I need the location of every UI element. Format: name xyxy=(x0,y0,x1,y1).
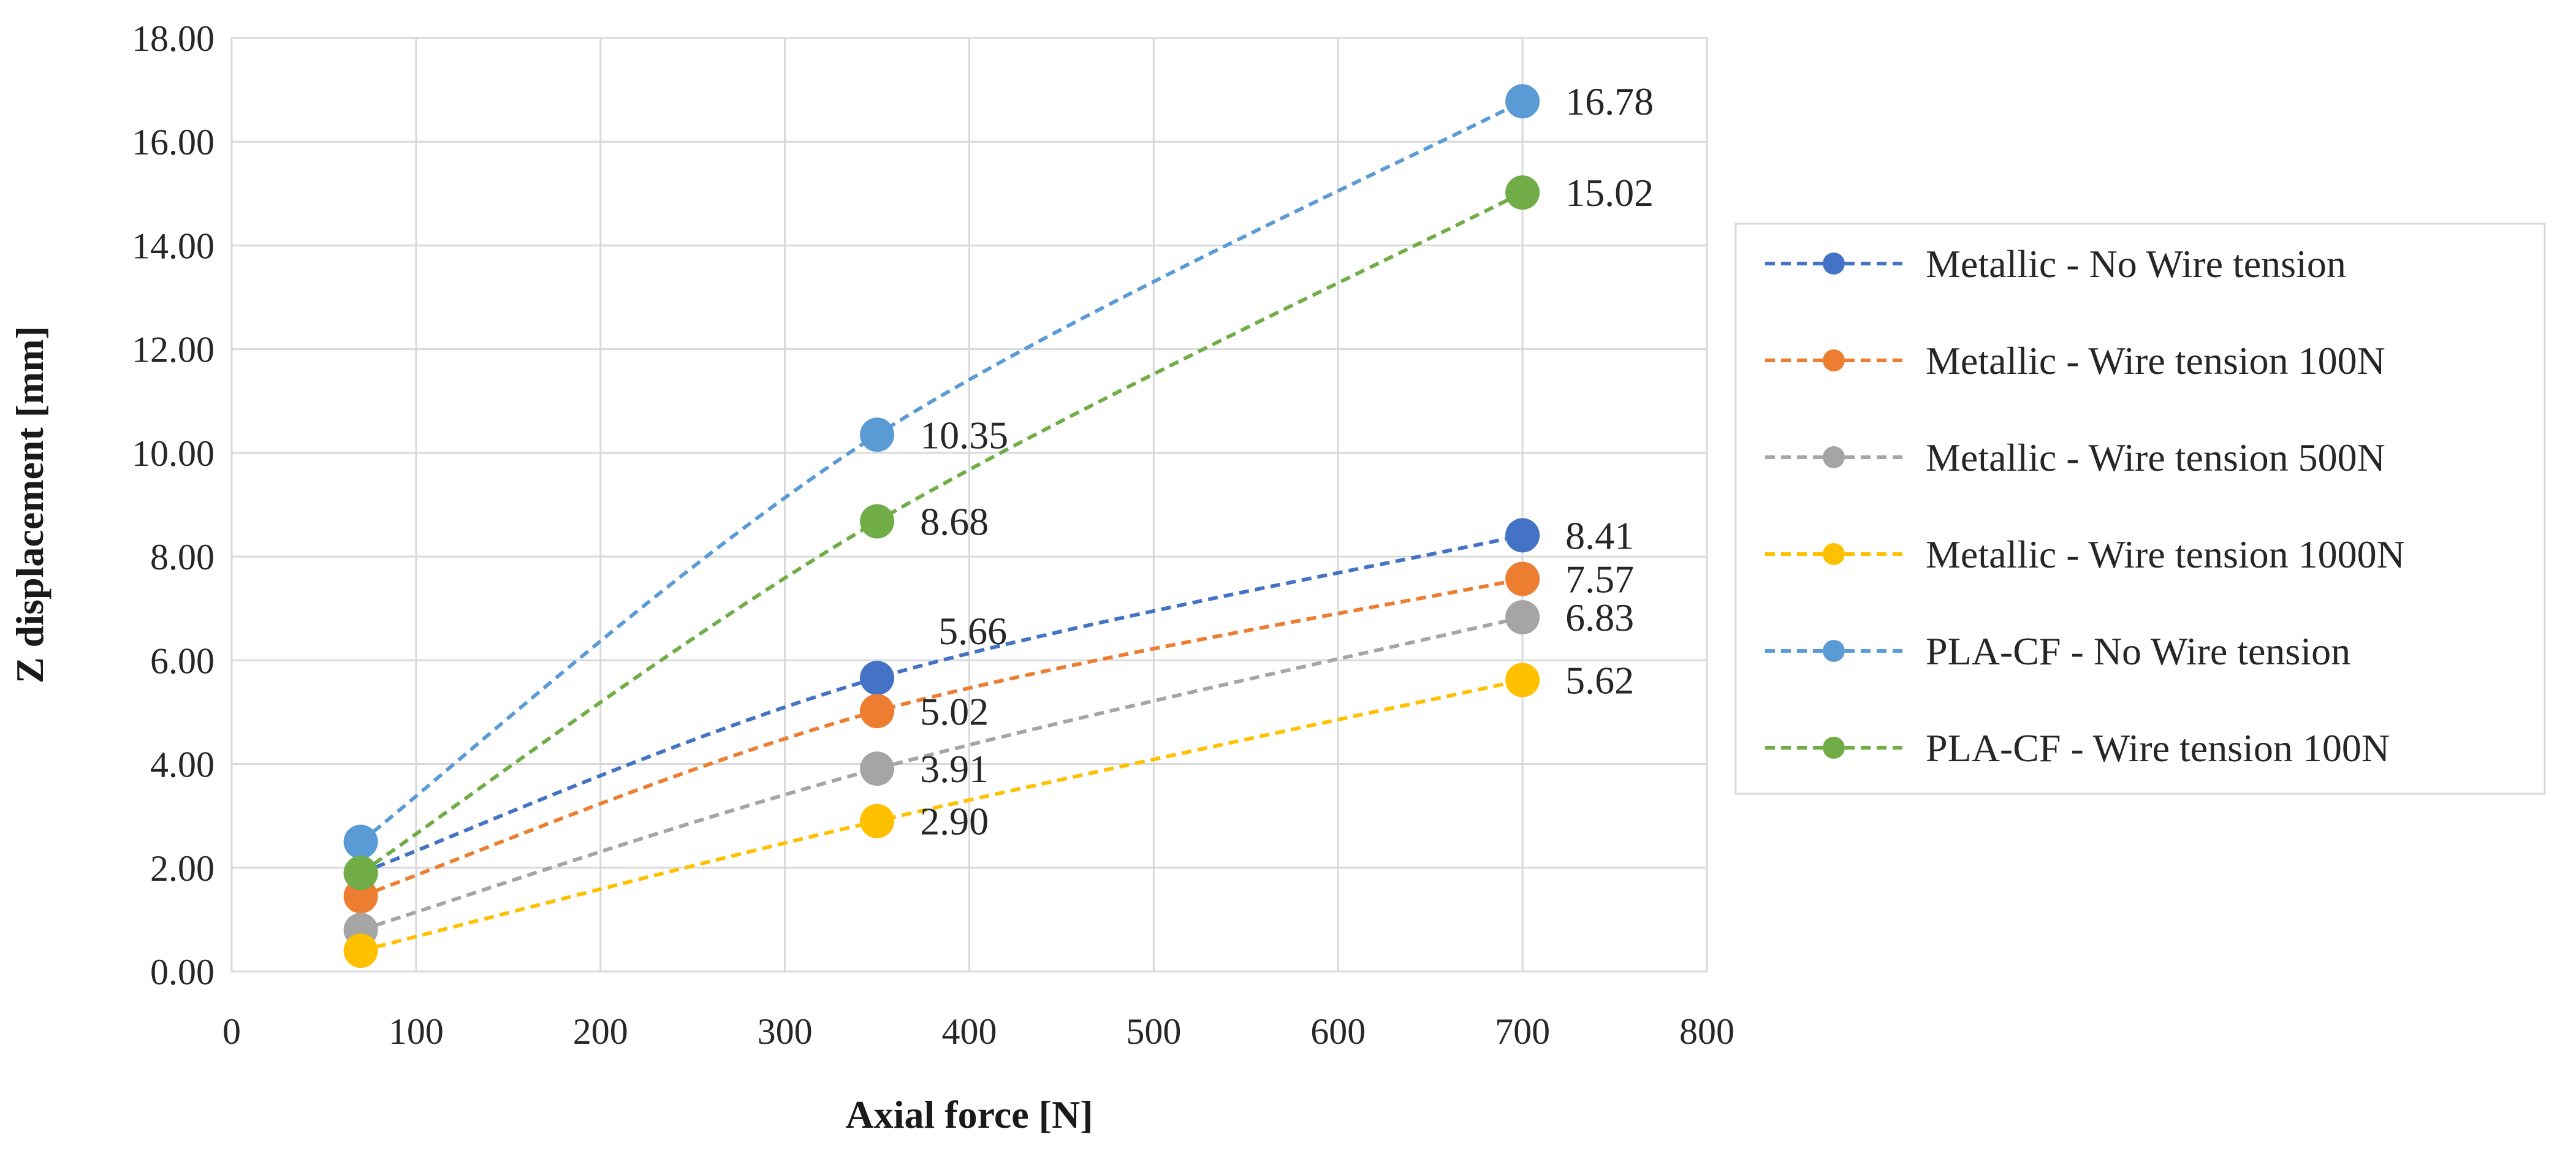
x-tick-label: 700 xyxy=(1495,1011,1550,1052)
series-4 xyxy=(343,84,1540,859)
y-tick-label: 12.00 xyxy=(132,330,215,370)
x-tick-label: 600 xyxy=(1310,1011,1366,1052)
y-axis-title: Z displacement [mm] xyxy=(8,326,51,683)
y-tick-label: 16.00 xyxy=(132,122,215,162)
data-label: 6.83 xyxy=(1565,596,1634,639)
data-point xyxy=(1505,663,1540,697)
data-point xyxy=(860,751,895,786)
y-tick-label: 18.00 xyxy=(132,18,215,59)
grid xyxy=(230,37,1708,973)
data-point xyxy=(860,694,895,729)
data-point xyxy=(1505,561,1540,596)
legend-marker xyxy=(1823,446,1845,468)
y-tick-label: 14.00 xyxy=(132,226,215,266)
data-point xyxy=(1505,518,1540,553)
x-tick-label: 300 xyxy=(758,1011,813,1052)
legend-item: Metallic - Wire tension 500N xyxy=(1765,436,2385,479)
data-point xyxy=(1505,600,1540,635)
data-point xyxy=(860,661,895,696)
legend-marker xyxy=(1823,737,1845,759)
legend-marker xyxy=(1823,543,1845,565)
series-line xyxy=(359,191,1524,875)
x-tick-label: 0 xyxy=(222,1011,241,1052)
data-point xyxy=(1505,175,1540,210)
series-5 xyxy=(343,175,1540,891)
data-label: 7.57 xyxy=(1565,557,1634,601)
x-axis-title: Axial force [N] xyxy=(846,1093,1093,1136)
data-labels: 5.66 8.41 5.02 7.57 3.91 6.83 2.90 5.62 10.35 16.… xyxy=(920,80,1654,843)
legend-label: Metallic - Wire tension 500N xyxy=(1926,436,2385,479)
y-tick-label: 2.00 xyxy=(150,848,215,889)
legend-marker xyxy=(1823,253,1845,275)
legend-label: PLA-CF - No Wire tension xyxy=(1926,629,2350,673)
legend-item: Metallic - Wire tension 100N xyxy=(1765,339,2385,382)
legend-item: Metallic - Wire tension 1000N xyxy=(1765,533,2405,576)
y-tick-label: 6.00 xyxy=(150,640,215,681)
data-point xyxy=(343,856,378,891)
data-point xyxy=(860,417,895,452)
y-tick-label: 10.00 xyxy=(132,433,215,474)
y-tick-label: 8.00 xyxy=(150,537,215,577)
data-label: 10.35 xyxy=(920,413,1008,457)
legend-item: PLA-CF - No Wire tension xyxy=(1765,629,2350,673)
legend-box xyxy=(1734,222,2546,795)
data-label: 15.02 xyxy=(1565,171,1654,215)
data-label: 16.78 xyxy=(1565,80,1654,123)
data-label: 5.66 xyxy=(938,609,1007,653)
series-3 xyxy=(343,663,1540,968)
legend-label: PLA-CF - Wire tension 100N xyxy=(1926,726,2390,770)
y-tick-label: 4.00 xyxy=(150,745,215,785)
legend-item: PLA-CF - Wire tension 100N xyxy=(1765,726,2390,770)
legend-marker xyxy=(1823,640,1845,662)
x-tick-label: 500 xyxy=(1126,1011,1181,1052)
axis-ticks: 0.00 2.00 4.00 6.00 8.00 10.00 12.00 14.00 16.00… xyxy=(132,18,1734,1052)
legend-label: Metallic - Wire tension 100N xyxy=(1926,339,2385,382)
x-tick-label: 200 xyxy=(573,1011,628,1052)
data-point xyxy=(343,933,378,968)
x-tick-label: 400 xyxy=(942,1011,997,1052)
data-label: 5.62 xyxy=(1565,658,1634,702)
x-tick-label: 800 xyxy=(1679,1011,1734,1052)
data-label: 3.91 xyxy=(920,747,989,791)
legend-label: Metallic - No Wire tension xyxy=(1926,242,2346,286)
legend-item: Metallic - No Wire tension xyxy=(1765,242,2346,286)
data-point xyxy=(1505,84,1540,119)
legend-label: Metallic - Wire tension 1000N xyxy=(1926,533,2405,576)
data-label: 8.41 xyxy=(1565,514,1634,557)
data-point xyxy=(860,804,895,838)
data-point xyxy=(860,504,895,539)
y-tick-label: 0.00 xyxy=(150,952,215,992)
data-label: 8.68 xyxy=(920,500,989,544)
data-label: 5.02 xyxy=(920,690,989,733)
legend: Metallic - No Wire tension Metallic - Wir… xyxy=(1734,222,2546,795)
data-label: 2.90 xyxy=(920,800,989,843)
series-layer xyxy=(343,84,1540,968)
legend-marker xyxy=(1823,349,1845,371)
x-tick-label: 100 xyxy=(389,1011,444,1052)
data-point xyxy=(343,824,378,859)
plot-area-border xyxy=(230,37,1708,973)
